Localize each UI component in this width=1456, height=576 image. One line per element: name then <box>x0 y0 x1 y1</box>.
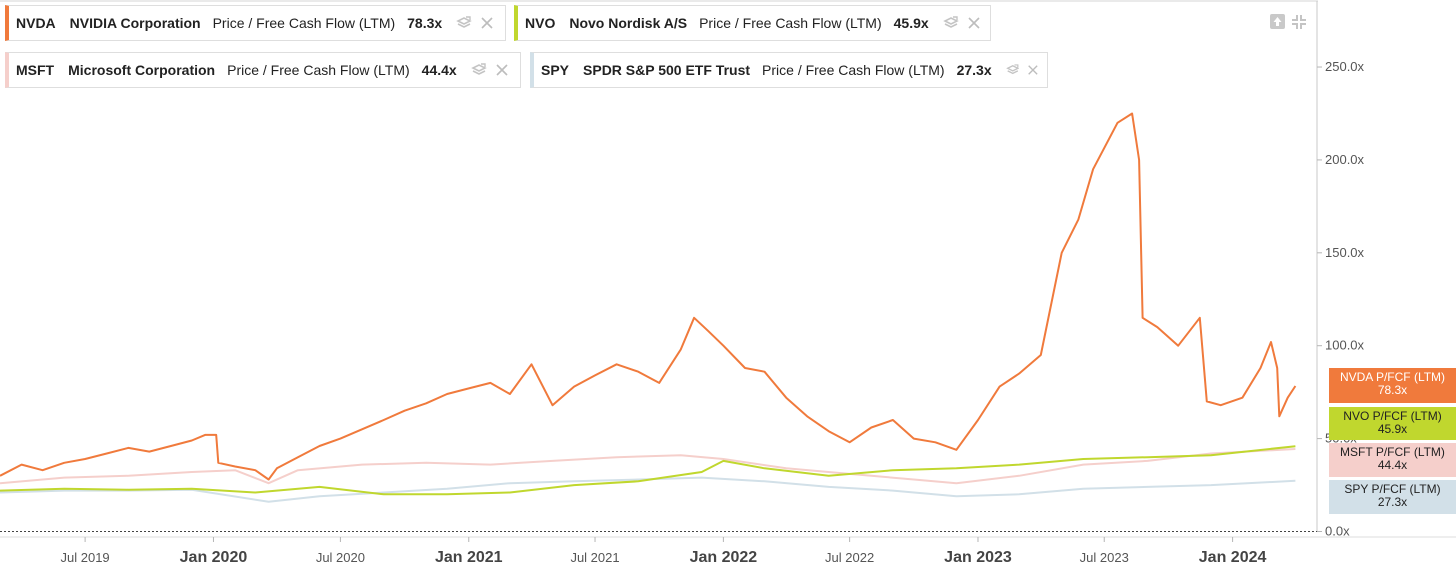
legend-ticker: SPY <box>541 62 570 78</box>
layers-icon[interactable] <box>456 15 472 31</box>
series-lines <box>0 112 1297 503</box>
x-tick-label: Jul 2023 <box>1080 550 1129 565</box>
y-tick-label: 100.0x <box>1325 338 1365 353</box>
chart-toolbar <box>1270 14 1306 29</box>
legend-value: 27.3x <box>956 62 992 78</box>
x-tick-label: Jul 2021 <box>570 550 619 565</box>
series-line-nvo <box>0 445 1296 496</box>
close-icon[interactable] <box>1027 63 1039 77</box>
tag-label: NVO P/FCF (LTM) <box>1343 409 1442 423</box>
x-tick-label: Jul 2022 <box>825 550 874 565</box>
x-tick-label: Jan 2023 <box>944 549 1012 566</box>
y-tick-label: 250.0x <box>1325 59 1365 74</box>
y-tick-label: 200.0x <box>1325 152 1365 167</box>
y-tick-label: 150.0x <box>1325 245 1365 260</box>
legend-chip-nvo[interactable]: NVO Novo Nordisk A/S Price / Free Cash F… <box>514 5 991 41</box>
tag-label: SPY P/FCF (LTM) <box>1344 482 1441 496</box>
tag-label: MSFT P/FCF (LTM) <box>1340 445 1445 459</box>
legend-value: 78.3x <box>407 15 443 31</box>
series-line-nvda <box>0 112 1297 481</box>
x-tick-label: Jan 2021 <box>435 549 503 566</box>
layers-icon[interactable] <box>1005 62 1020 78</box>
close-icon[interactable] <box>480 16 494 30</box>
tag-value: 44.4x <box>1377 458 1408 472</box>
x-tick-label: Jan 2020 <box>180 549 248 566</box>
legend-metric: Price / Free Cash Flow (LTM) <box>227 62 410 78</box>
value-tag-msft: MSFT P/FCF (LTM) 44.4x <box>1329 443 1456 477</box>
legend-company: Novo Nordisk A/S <box>569 15 688 31</box>
x-tick-label: Jul 2020 <box>316 550 365 565</box>
value-tag-nvda: NVDA P/FCF (LTM) 78.3x <box>1329 368 1456 403</box>
export-icon[interactable] <box>1270 14 1285 29</box>
x-axis: Jul 2019 Jan 2020 Jul 2020 Jan 2021 Jul 2021… <box>61 537 1267 566</box>
series-line-spy <box>0 476 1296 503</box>
x-tick-label: Jul 2019 <box>61 550 110 565</box>
value-tag-spy: SPY P/FCF (LTM) 27.3x <box>1329 480 1456 514</box>
value-tag-nvo: NVO P/FCF (LTM) 45.9x <box>1329 407 1456 440</box>
close-icon[interactable] <box>495 63 509 77</box>
legend-company: SPDR S&P 500 ETF Trust <box>583 62 751 78</box>
legend-chip-nvda[interactable]: NVDA NVIDIA Corporation Price / Free Cas… <box>5 5 506 41</box>
tag-label: NVDA P/FCF (LTM) <box>1339 370 1446 384</box>
legend-metric: Price / Free Cash Flow (LTM) <box>699 15 882 31</box>
layers-icon[interactable] <box>470 62 487 78</box>
legend-ticker: NVDA <box>16 15 56 31</box>
tag-value: 78.3x <box>1377 383 1408 397</box>
legend-company: NVIDIA Corporation <box>69 15 201 31</box>
tag-value: 27.3x <box>1377 495 1408 509</box>
close-icon[interactable] <box>967 16 981 30</box>
x-tick-label: Jan 2024 <box>1199 549 1267 566</box>
legend-ticker: NVO <box>525 15 556 31</box>
legend-metric: Price / Free Cash Flow (LTM) <box>212 15 396 31</box>
legend-value: 45.9x <box>893 15 929 31</box>
legend-ticker: MSFT <box>16 62 55 78</box>
legend-chip-spy[interactable]: SPY SPDR S&P 500 ETF Trust Price / Free … <box>530 52 1048 88</box>
tag-value: 45.9x <box>1377 422 1408 436</box>
legend-metric: Price / Free Cash Flow (LTM) <box>762 62 945 78</box>
collapse-icon[interactable] <box>1292 15 1306 29</box>
series-line-msft <box>0 448 1296 485</box>
y-tick-label: 0.0x <box>1325 524 1350 539</box>
legend-company: Microsoft Corporation <box>68 62 216 78</box>
legend-chip-msft[interactable]: MSFT Microsoft Corporation Price / Free … <box>5 52 521 88</box>
legend-value: 44.4x <box>421 62 457 78</box>
layers-icon[interactable] <box>942 15 959 31</box>
x-tick-label: Jan 2022 <box>690 549 758 566</box>
